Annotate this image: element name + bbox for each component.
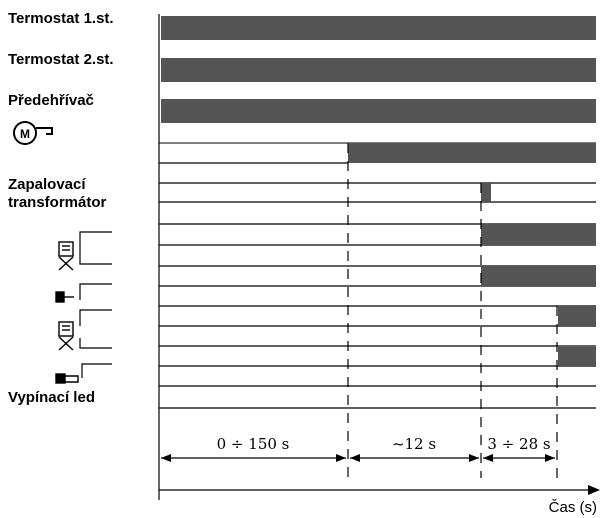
interval-arrow-1 (161, 454, 346, 462)
valve2-signal (558, 306, 596, 326)
motor-signal (348, 143, 596, 163)
nozzle1-connector (79, 283, 112, 300)
time-axis-label: Čas (s) (549, 499, 597, 516)
valve2-connector (79, 309, 112, 349)
preheater-label: Předehřívač (8, 92, 94, 109)
flame-sensor-label: Vypínací led (8, 389, 95, 406)
thermostat2-signal (161, 58, 596, 82)
interval-label-1: 0 ÷ 150 s (217, 435, 290, 453)
ignition-signal (481, 183, 491, 202)
svg-text:M: M (20, 127, 30, 141)
interval-label-3: 3 ÷ 28 s (487, 435, 550, 453)
thermostat1-signal (161, 16, 596, 40)
nozzle2-signal (558, 347, 596, 366)
interval-label-2: ~12 s (392, 435, 436, 453)
nozzle-1-icon (55, 291, 74, 303)
solenoid-valve-2-icon (58, 321, 74, 351)
thermostat2-label: Termostat 2.st. (8, 51, 114, 68)
thermostat1-label: Termostat 1.st. (8, 10, 114, 27)
ignition-label-line2: transformátor (8, 194, 107, 211)
motor-icon: M (13, 121, 53, 145)
valve1-connector (79, 231, 112, 265)
nozzle-2-icon (55, 373, 79, 384)
nozzle2-connector (81, 363, 112, 378)
ignition-label-line1: Zapalovací (8, 176, 86, 193)
solenoid-valve-1-icon (58, 241, 74, 271)
interval-arrow-3 (483, 454, 555, 462)
preheater-signal (161, 99, 596, 123)
valve1-signal (481, 224, 596, 245)
interval-arrow-2 (350, 454, 479, 462)
time-axis (159, 485, 600, 495)
nozzle1-signal (481, 266, 596, 286)
